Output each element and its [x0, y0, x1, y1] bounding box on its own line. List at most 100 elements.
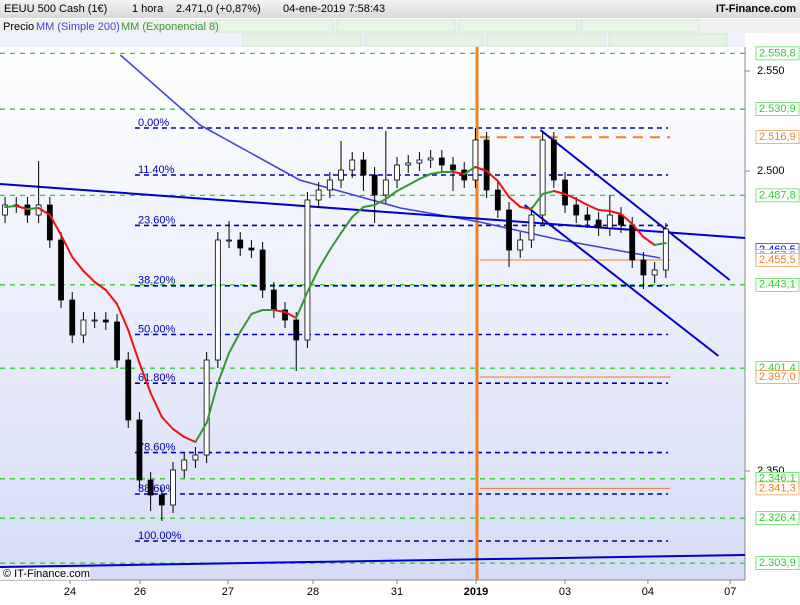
- ema-segment: [586, 204, 600, 211]
- faded-box: [364, 33, 484, 47]
- ema-segment: [407, 178, 421, 186]
- faded-box: [336, 19, 456, 33]
- candle-body: [416, 159, 423, 164]
- candle-body: [517, 239, 524, 251]
- candle-body: [405, 162, 412, 166]
- faded-box: [242, 33, 362, 47]
- ema-segment: [250, 309, 264, 315]
- candle-body: [595, 219, 602, 229]
- price-label-box: [755, 481, 800, 496]
- legend-price: Precio: [3, 21, 34, 33]
- candle-body: [662, 228, 669, 271]
- fib-label: 78.60%: [138, 442, 176, 454]
- candle-body: [550, 139, 557, 181]
- candle-body: [472, 139, 479, 181]
- price-label: 2.397,0: [759, 371, 796, 383]
- candle-body: [24, 204, 31, 216]
- y-tick-label: 2.500: [757, 165, 785, 177]
- candle-body: [315, 189, 322, 201]
- price-label: 2.341,3: [759, 482, 796, 494]
- ema-segment: [575, 198, 589, 206]
- candle-body: [69, 299, 76, 336]
- faded-box: [608, 33, 728, 47]
- candle-body: [203, 359, 210, 456]
- trendline: [539, 129, 731, 281]
- candle-body: [259, 249, 266, 291]
- fib-label: 88.60%: [138, 483, 176, 495]
- candle-body: [394, 164, 400, 181]
- candle-body: [170, 469, 176, 506]
- ema-segment: [597, 209, 611, 212]
- ema-segment: [127, 329, 141, 364]
- ema-segment: [172, 428, 186, 438]
- candle-body: [349, 159, 356, 171]
- price-label: 2.443,1: [759, 279, 796, 291]
- y-tick-label: 2.550: [757, 65, 785, 77]
- fib-label: 11.40%: [138, 164, 175, 176]
- fib-label: 61.80%: [138, 372, 176, 384]
- fib-label: 38.20%: [138, 275, 176, 287]
- last-price: 2.471,0 (+0,87%): [176, 3, 261, 15]
- x-tick-label: 31: [391, 586, 403, 598]
- faded-box: [214, 19, 334, 33]
- candle-body: [606, 214, 613, 229]
- x-tick-label: 07: [724, 586, 736, 598]
- candle-body: [58, 239, 64, 301]
- trendline: [524, 204, 720, 357]
- x-tick-label: 03: [559, 586, 571, 598]
- price-label-box: [755, 511, 800, 526]
- ema-segment: [552, 190, 567, 195]
- price-label: 2.303,9: [759, 557, 796, 569]
- candle-body: [450, 164, 456, 171]
- candle-body: [91, 319, 98, 322]
- brand: IT-Finance.com: [716, 3, 796, 15]
- ema-segment: [37, 207, 51, 216]
- fib-label: 23.60%: [138, 214, 176, 226]
- candle-body: [326, 179, 333, 191]
- fib-label: 50.00%: [138, 323, 176, 335]
- plot: 0.00% 11.40% 23.60% 38.20% 50.00% 61.80% 78.60…: [0, 47, 745, 580]
- legend-sma: MM (Simple 200): [36, 21, 120, 33]
- candle-body: [214, 239, 221, 361]
- ema-segment: [362, 204, 376, 208]
- candle-body: [248, 247, 255, 251]
- ema-segment: [306, 268, 320, 293]
- candle-body: [338, 169, 344, 181]
- price-label-box: [755, 130, 800, 144]
- ema-segment: [496, 180, 511, 198]
- ema-segment: [160, 416, 175, 430]
- price-label: 2.455,5: [759, 254, 796, 266]
- candle-body: [136, 419, 143, 481]
- candle-body: [539, 139, 546, 216]
- ema-segment: [194, 422, 208, 443]
- header-bar: [0, 0, 800, 18]
- candle-body: [371, 174, 378, 196]
- ema-segment: [205, 382, 219, 424]
- ema-segment: [228, 331, 242, 354]
- price-label: 2.487,8: [759, 189, 796, 201]
- candle-body: [237, 239, 244, 249]
- candle-body: [158, 494, 165, 506]
- ema-segment: [284, 311, 298, 319]
- candle-body: [506, 209, 512, 251]
- ema-segment: [485, 170, 499, 182]
- x-tick-label: 24: [64, 586, 76, 598]
- ema-segment: [48, 214, 63, 236]
- price-label: 2.516,9: [759, 131, 796, 143]
- datetime: 04-ene-2019 7:58:43: [283, 3, 385, 15]
- candle-body: [494, 189, 501, 211]
- ema-segment: [541, 190, 555, 195]
- candle-body: [80, 319, 87, 336]
- interval: 1 hora: [132, 3, 164, 15]
- candle-body: [629, 224, 636, 261]
- price-label-box: [755, 277, 800, 292]
- candle-body: [483, 139, 490, 191]
- price-label-box: [755, 556, 800, 571]
- footer-bg: [0, 568, 90, 580]
- title: EEUU 500 Cash (1€): [4, 3, 107, 15]
- candle-body: [125, 359, 132, 421]
- plot-area: [0, 47, 745, 580]
- price-label-box: [755, 46, 800, 61]
- candle-body: [382, 179, 389, 196]
